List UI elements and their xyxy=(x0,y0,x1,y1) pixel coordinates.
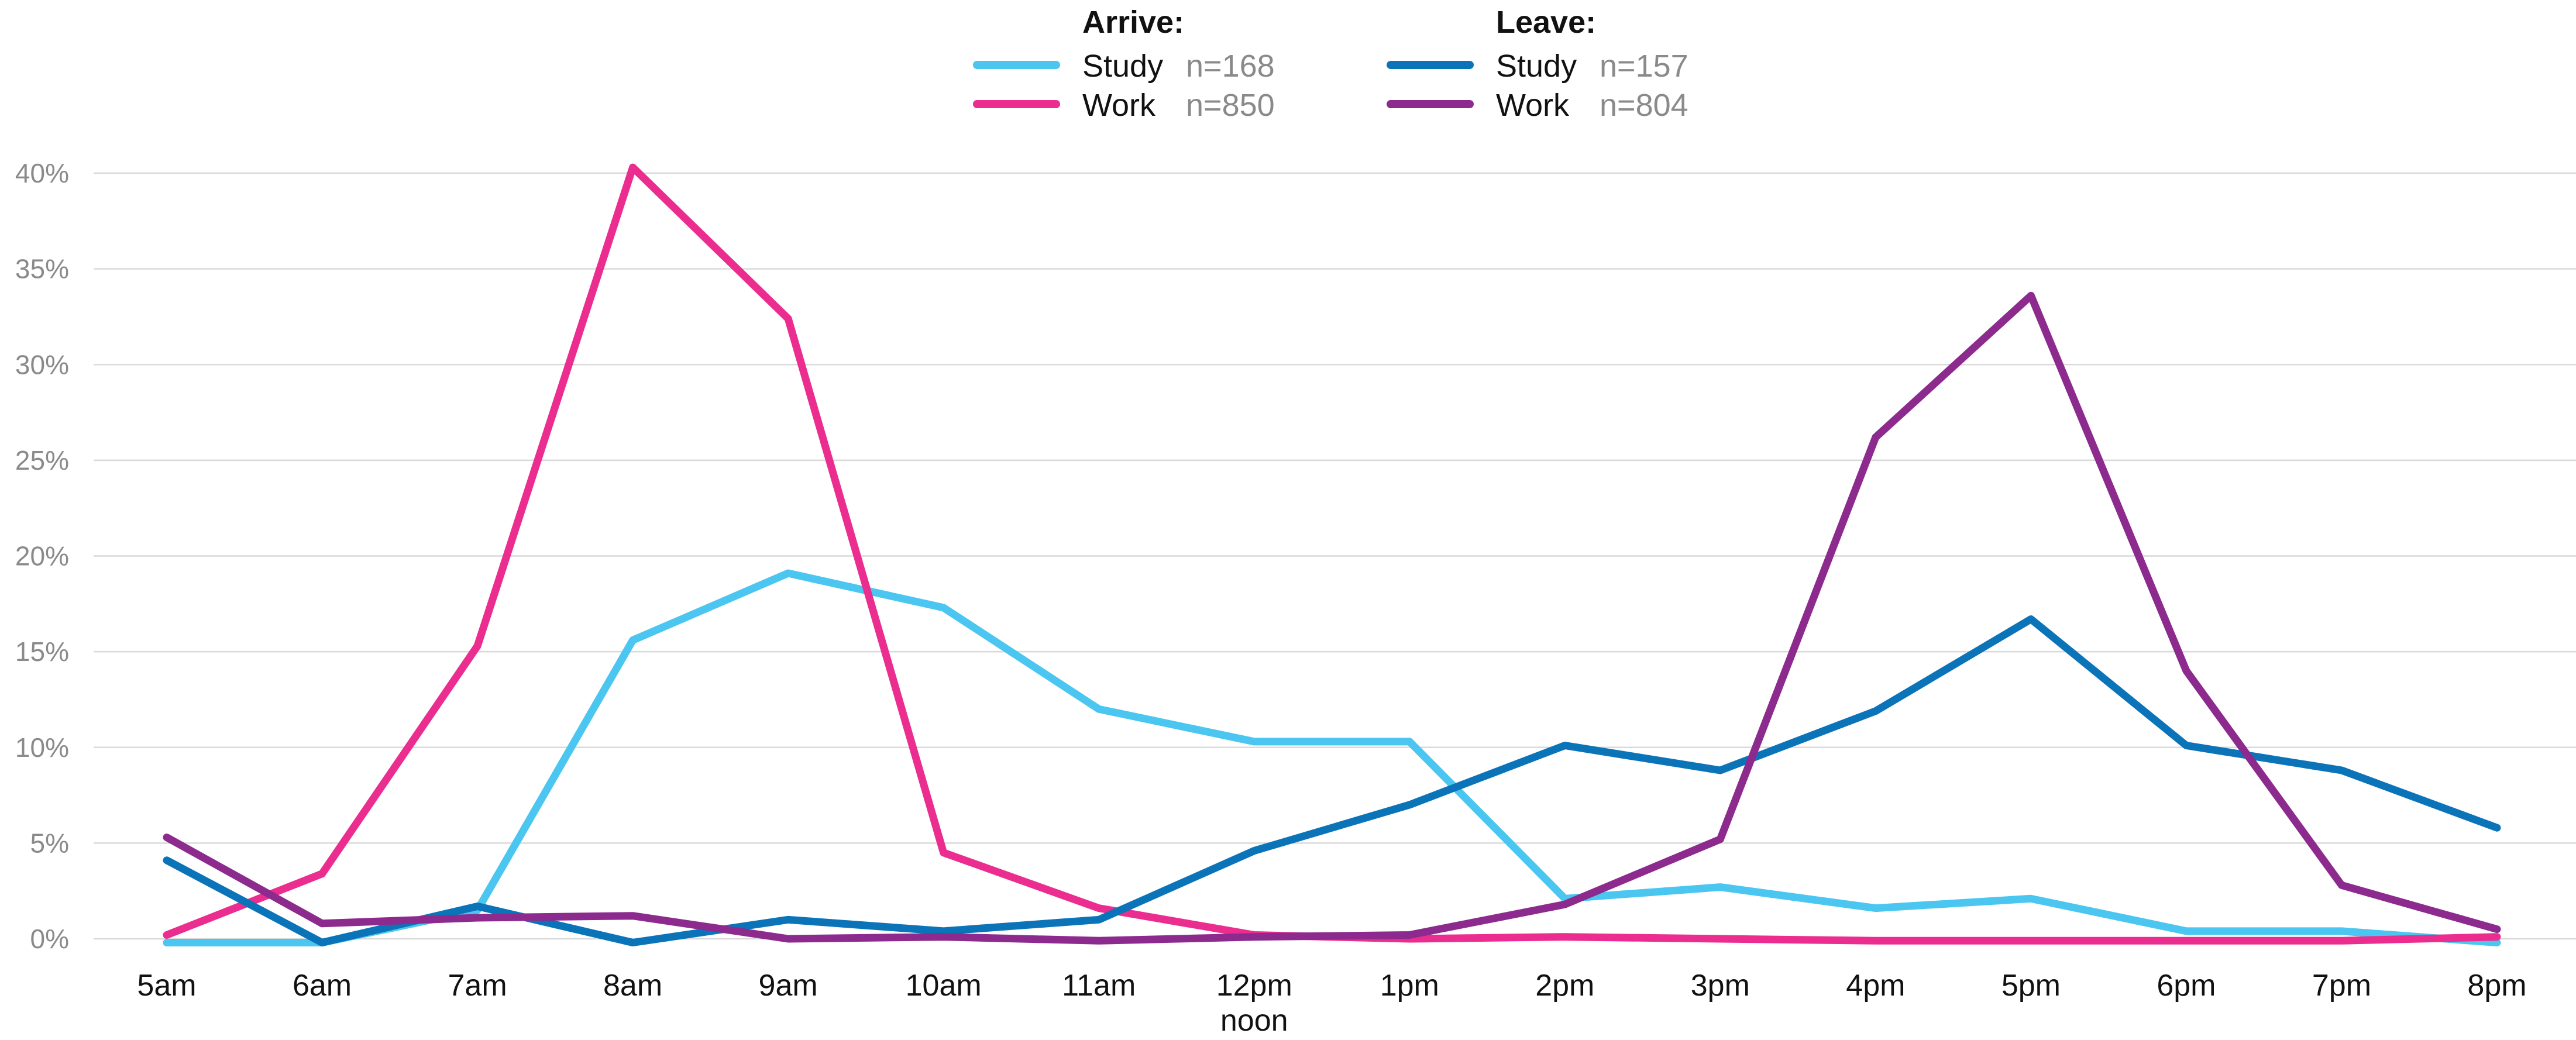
x-tick-label: 12pm xyxy=(1216,969,1292,1003)
legend-sample-size: n=804 xyxy=(1600,88,1688,123)
legend-series-name: Study xyxy=(1496,49,1577,84)
legend-sample-size: n=157 xyxy=(1600,49,1688,84)
x-tick-label: 4pm xyxy=(1846,969,1905,1003)
y-tick-label: 35% xyxy=(15,254,69,284)
y-tick-label: 10% xyxy=(15,732,69,763)
legend-heading: Arrive: xyxy=(1082,5,1184,40)
series-line-0 xyxy=(163,569,2501,946)
x-tick-label: 8pm xyxy=(2467,969,2526,1003)
x-tick-label: 5am xyxy=(137,969,196,1003)
x-tick-label: 8am xyxy=(603,969,662,1003)
y-tick-label: 20% xyxy=(15,541,69,571)
x-tick-label: 3pm xyxy=(1691,969,1750,1003)
x-tick-label: 6am xyxy=(293,969,352,1003)
x-tick-label: 5pm xyxy=(2001,969,2061,1003)
legend-sample-size: n=850 xyxy=(1186,88,1275,123)
y-tick-label: 0% xyxy=(30,924,69,954)
series-line-3 xyxy=(163,291,2501,945)
y-tick-label: 15% xyxy=(15,636,69,667)
legend-series-name: Work xyxy=(1082,88,1156,123)
series-line-2 xyxy=(163,615,2501,946)
legend-sample-size: n=168 xyxy=(1186,49,1275,84)
y-tick-label: 25% xyxy=(15,445,69,476)
y-tick-label: 5% xyxy=(30,828,69,858)
legend: Arrive: Study n=168 Work n=850 Leave: Study n=1… xyxy=(973,5,1688,123)
legend-series-name: Study xyxy=(1082,49,1163,84)
series-lines xyxy=(163,163,2501,946)
x-tick-sublabel: noon xyxy=(1220,1004,1288,1038)
x-tick-label: 9am xyxy=(759,969,818,1003)
legend-heading: Leave: xyxy=(1496,5,1596,40)
y-axis-tick-labels: 0% 5% 10% 15% 20% 25% 30% 35% 40% xyxy=(15,158,69,954)
x-tick-label: 7pm xyxy=(2312,969,2371,1003)
y-tick-label: 40% xyxy=(15,158,69,188)
y-tick-label: 30% xyxy=(15,349,69,380)
x-tick-label: 1pm xyxy=(1380,969,1439,1003)
x-tick-label: 6pm xyxy=(2157,969,2216,1003)
x-tick-label: 2pm xyxy=(1535,969,1594,1003)
legend-series-name: Work xyxy=(1496,88,1570,123)
x-tick-label: 11am xyxy=(1062,969,1136,1003)
x-tick-label: 7am xyxy=(448,969,507,1003)
x-tick-label: 10am xyxy=(906,969,982,1003)
